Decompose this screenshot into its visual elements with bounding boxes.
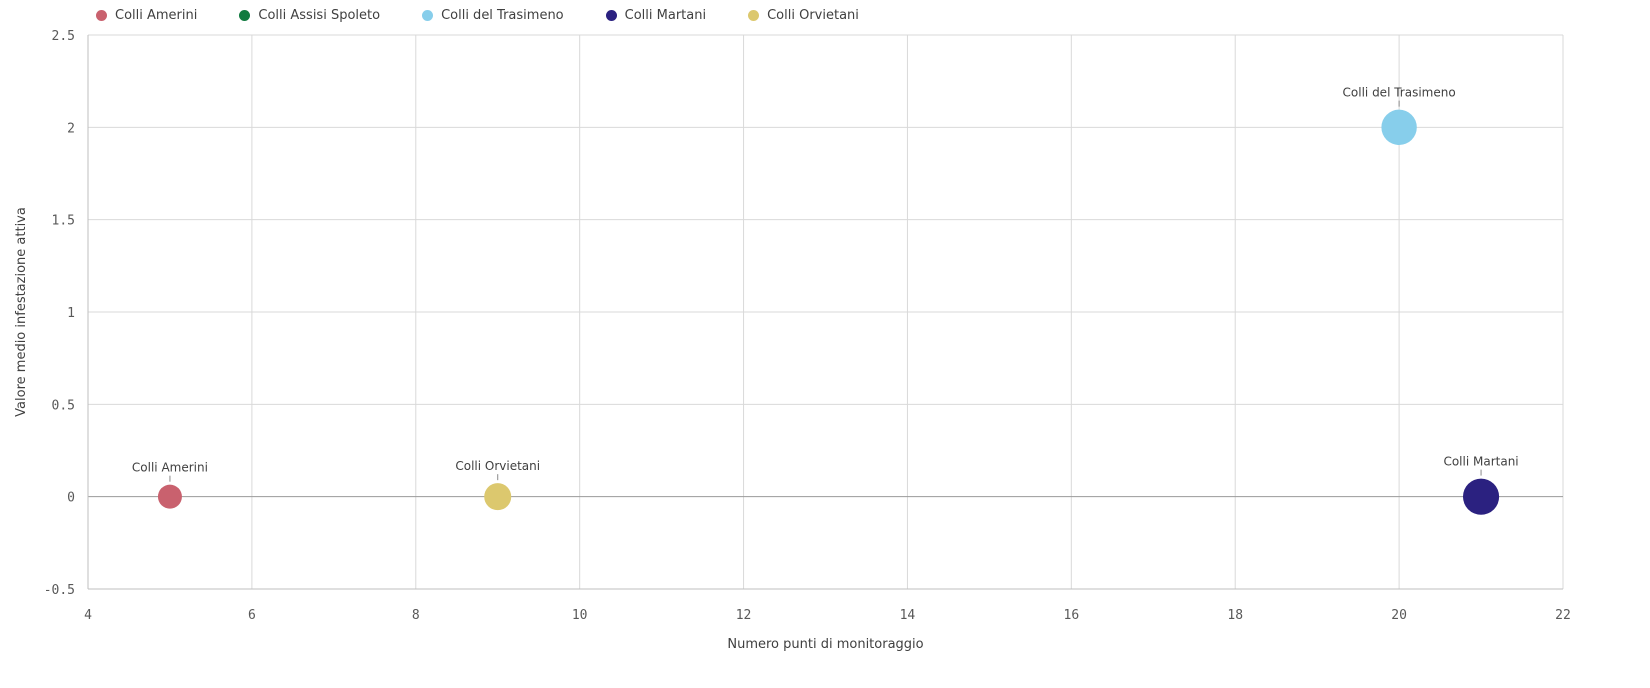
x-axis-title: Numero punti di monitoraggio	[727, 637, 923, 652]
legend: Colli Amerini Colli Assisi Spoleto Colli d…	[96, 5, 901, 25]
legend-marker	[96, 9, 107, 21]
legend-marker	[422, 9, 434, 21]
tick-labels: 4 6 8 10 12 14 16 18 20 22 -0.5 0 0.5 1 1.5 2 2.5	[44, 29, 1571, 623]
y-tick-label: 2.5	[52, 29, 75, 44]
legend-item[interactable]: Colli Assisi Spoleto	[239, 8, 380, 23]
y-tick-label: -0.5	[44, 583, 75, 598]
point-label: Colli Orvietani	[455, 459, 540, 473]
x-tick-label: 20	[1391, 608, 1407, 623]
data-point[interactable]	[484, 483, 512, 511]
x-tick-label: 18	[1227, 608, 1243, 623]
x-tick-label: 8	[412, 608, 420, 623]
legend-label: Colli Orvietani	[767, 7, 859, 23]
x-tick-label: 12	[736, 608, 752, 623]
point-label: Colli Martani	[1443, 455, 1518, 469]
legend-item[interactable]: Colli del Trasimeno	[422, 8, 564, 23]
legend-marker	[605, 9, 617, 21]
legend-item[interactable]: Colli Martani	[605, 7, 707, 23]
x-tick-label: 4	[84, 608, 92, 623]
point-label: Colli Amerini	[132, 461, 208, 475]
y-tick-label: 1.5	[52, 214, 75, 229]
y-tick-label: 1	[67, 306, 75, 321]
y-tick-label: 0.5	[52, 398, 75, 413]
data-point[interactable]	[157, 484, 182, 509]
x-tick-label: 6	[248, 608, 256, 623]
x-tick-label: 22	[1555, 608, 1571, 623]
legend-item[interactable]: Colli Orvietani	[748, 8, 859, 23]
y-tick-label: 2	[67, 121, 75, 136]
legend-label: Colli del Trasimeno	[441, 7, 564, 23]
legend-label: Colli Assisi Spoleto	[258, 7, 381, 23]
y-axis-title: Valore medio infestazione attiva	[14, 207, 29, 417]
x-tick-label: 16	[1064, 608, 1080, 623]
legend-label: Colli Amerini	[115, 7, 198, 23]
legend-label: Colli Martani	[624, 7, 707, 23]
legend-marker	[748, 9, 760, 21]
x-tick-label: 10	[572, 608, 588, 623]
data-points: Colli Amerini Colli Orvietani Colli del Tr…	[132, 86, 1519, 515]
data-point[interactable]	[1462, 478, 1500, 515]
x-tick-label: 14	[900, 608, 916, 623]
data-point[interactable]	[1381, 109, 1417, 146]
grid	[87, 34, 1564, 590]
axes	[87, 35, 1563, 590]
legend-marker	[239, 9, 251, 21]
y-tick-label: 0	[67, 491, 75, 506]
legend-item[interactable]: Colli Amerini	[96, 8, 197, 23]
point-label: Colli del Trasimeno	[1343, 86, 1456, 100]
